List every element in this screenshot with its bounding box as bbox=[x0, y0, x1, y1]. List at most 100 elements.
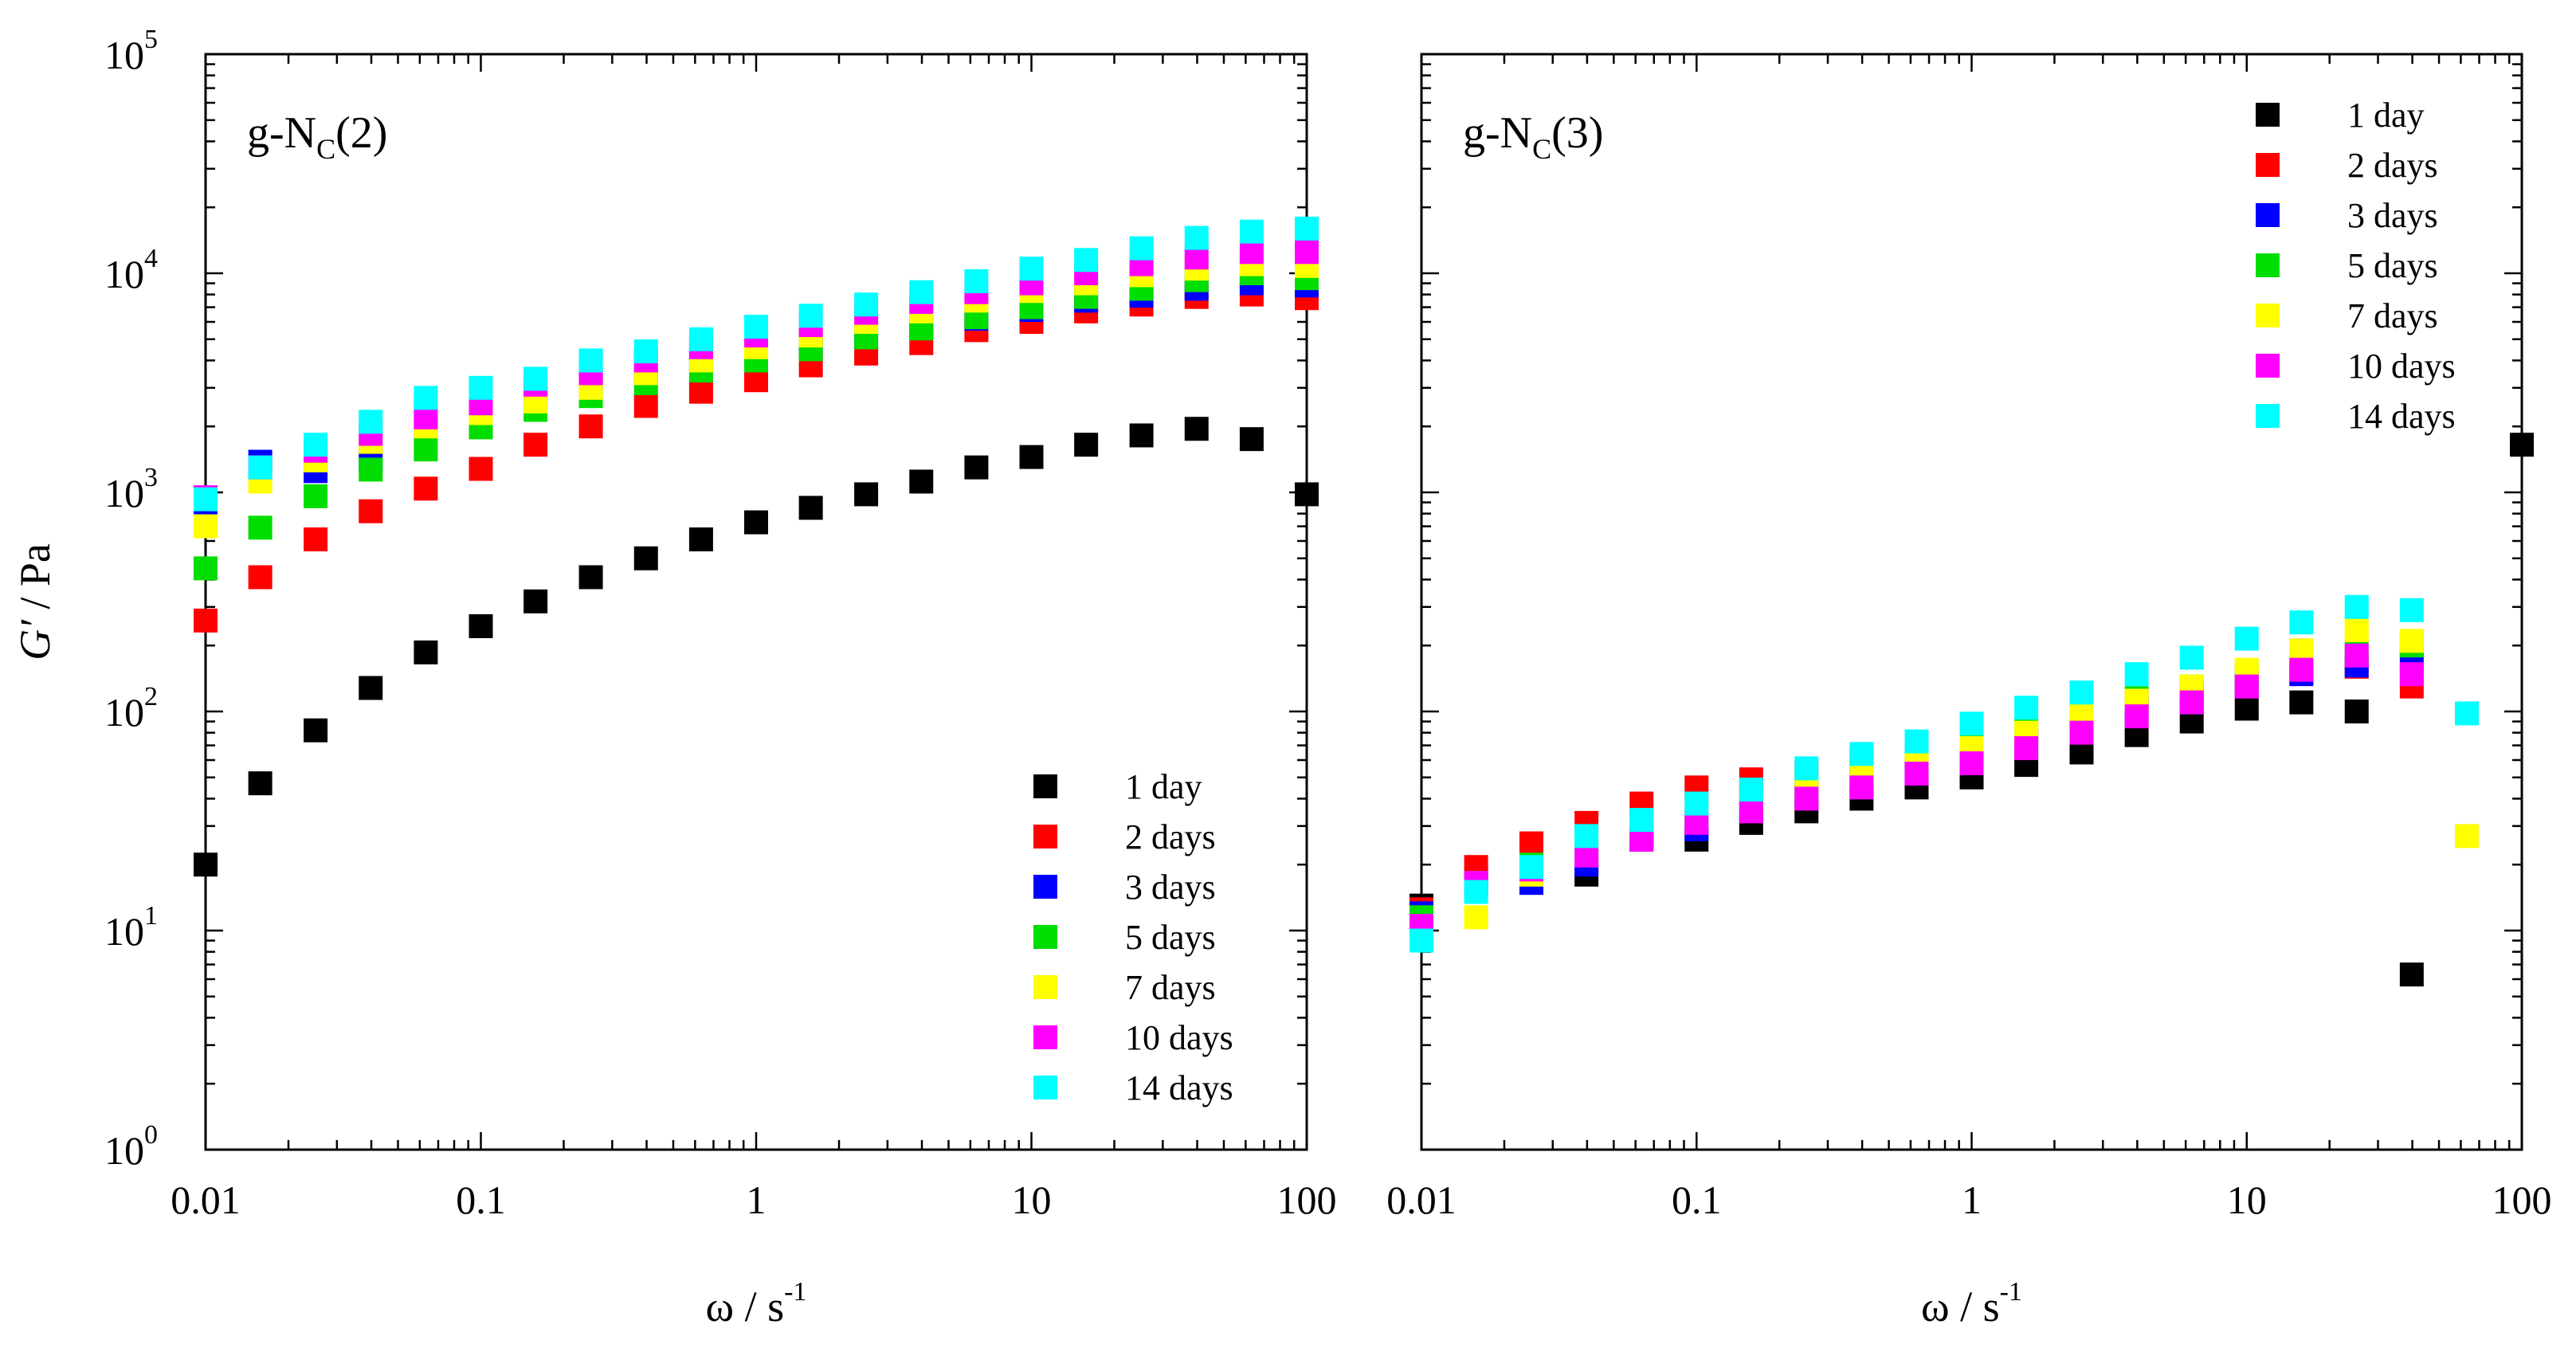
data-point bbox=[248, 455, 272, 480]
panel-title: g-NC(2) bbox=[247, 108, 387, 165]
data-point bbox=[2344, 594, 2369, 619]
data-point bbox=[194, 514, 218, 539]
data-point bbox=[1519, 831, 1543, 856]
data-point bbox=[2069, 680, 2094, 705]
y-tick-label: 101 bbox=[104, 901, 158, 954]
data-point bbox=[1519, 855, 1543, 880]
x-tick-label: 0.01 bbox=[171, 1178, 241, 1222]
data-point bbox=[359, 676, 383, 700]
data-point bbox=[1904, 762, 1929, 786]
data-point bbox=[469, 375, 493, 400]
data-point bbox=[194, 608, 218, 633]
x-tick-label: 1 bbox=[1962, 1178, 1982, 1222]
data-point bbox=[1464, 880, 1488, 904]
data-point bbox=[1959, 751, 1984, 776]
data-point bbox=[2014, 696, 2039, 720]
legend-label: 5 days bbox=[1125, 918, 1216, 957]
data-point bbox=[1239, 219, 1264, 244]
data-point bbox=[194, 852, 218, 877]
x-tick-label: 10 bbox=[1012, 1178, 1052, 1222]
legend-label: 3 days bbox=[2347, 196, 2438, 235]
data-point bbox=[523, 366, 548, 391]
right-panel: 0.01 0.1 1 10 100 ω / s-1 g-NC(3) 1 day 2 days 3 … bbox=[1386, 53, 2552, 1331]
data-point bbox=[1295, 240, 1319, 265]
series-14-days bbox=[1410, 594, 2479, 953]
data-point bbox=[248, 515, 272, 540]
data-point bbox=[304, 527, 328, 552]
legend-marker bbox=[1033, 1025, 1057, 1049]
data-point bbox=[2234, 674, 2259, 699]
data-point bbox=[1684, 791, 1709, 816]
legend-label: 3 days bbox=[1125, 868, 1216, 907]
x-tick-label: 0.01 bbox=[1386, 1178, 1457, 1222]
series-14-days bbox=[194, 216, 1319, 511]
data-point bbox=[2179, 645, 2204, 670]
data-point bbox=[304, 718, 328, 743]
data-point bbox=[2289, 690, 2314, 715]
data-point bbox=[2124, 704, 2149, 729]
legend-label: 10 days bbox=[1125, 1018, 1233, 1057]
data-point bbox=[1295, 482, 1319, 507]
data-point bbox=[523, 433, 548, 457]
y-axis-label: G′ / Pa bbox=[11, 543, 59, 660]
data-point bbox=[633, 546, 658, 570]
data-point bbox=[1849, 775, 1874, 800]
y-tick-label: 100 bbox=[104, 1120, 158, 1173]
data-point bbox=[2344, 617, 2369, 642]
data-point bbox=[578, 348, 603, 373]
x-tick-label: 10 bbox=[2227, 1178, 2267, 1222]
data-point bbox=[1574, 824, 1599, 848]
x-tick-label: 0.1 bbox=[456, 1178, 506, 1222]
legend-marker bbox=[2256, 153, 2280, 177]
data-point bbox=[2014, 736, 2039, 761]
data-point bbox=[964, 268, 989, 293]
data-point bbox=[1794, 786, 1819, 811]
series-1-day bbox=[194, 417, 1319, 877]
data-point bbox=[248, 771, 272, 796]
data-point bbox=[359, 499, 383, 523]
series-7-days bbox=[1410, 617, 2479, 948]
legend-marker bbox=[1033, 825, 1057, 848]
data-point bbox=[2399, 598, 2424, 622]
data-point bbox=[469, 613, 493, 638]
data-point bbox=[2454, 824, 2479, 848]
data-point bbox=[854, 482, 879, 507]
legend-label: 14 days bbox=[1125, 1068, 1233, 1107]
data-point bbox=[744, 510, 768, 535]
legend-label: 2 days bbox=[2347, 146, 2438, 185]
data-point bbox=[1464, 905, 1488, 930]
data-point bbox=[359, 410, 383, 434]
data-point bbox=[688, 327, 713, 351]
y-tick-label: 102 bbox=[104, 682, 158, 735]
data-point bbox=[2289, 657, 2314, 682]
data-point bbox=[688, 379, 713, 404]
data-point bbox=[798, 496, 823, 520]
data-point bbox=[909, 469, 934, 494]
data-point bbox=[1184, 225, 1209, 250]
legend-label: 14 days bbox=[2347, 397, 2456, 436]
data-point bbox=[1074, 433, 1099, 457]
data-point bbox=[854, 292, 879, 317]
panel-title: g-NC(3) bbox=[1463, 108, 1603, 165]
data-point bbox=[1019, 257, 1044, 281]
data-point bbox=[2344, 643, 2369, 668]
data-point bbox=[1904, 729, 1929, 754]
legend-label: 10 days bbox=[2347, 347, 2456, 386]
legend-marker bbox=[1033, 975, 1057, 999]
data-point bbox=[2454, 701, 2479, 726]
data-point bbox=[2179, 690, 2204, 715]
y-tick-label: 104 bbox=[104, 244, 158, 296]
legend-marker bbox=[1033, 1076, 1057, 1099]
legend-label: 5 days bbox=[2347, 246, 2438, 285]
legend-label: 7 days bbox=[2347, 296, 2438, 335]
data-point bbox=[414, 386, 438, 410]
legend-marker bbox=[2256, 404, 2280, 428]
data-point bbox=[909, 280, 934, 304]
data-point bbox=[1959, 711, 1984, 736]
left-panel: 0.01 0.1 1 10 100 100 101 102 103 104 105 ω / s-1 G′… bbox=[11, 25, 1337, 1331]
legend-marker bbox=[1033, 875, 1057, 899]
data-point bbox=[1849, 742, 1874, 766]
data-point bbox=[2069, 720, 2094, 745]
legend-label: 2 days bbox=[1125, 817, 1216, 856]
x-axis-label: ω / s-1 bbox=[706, 1277, 807, 1331]
